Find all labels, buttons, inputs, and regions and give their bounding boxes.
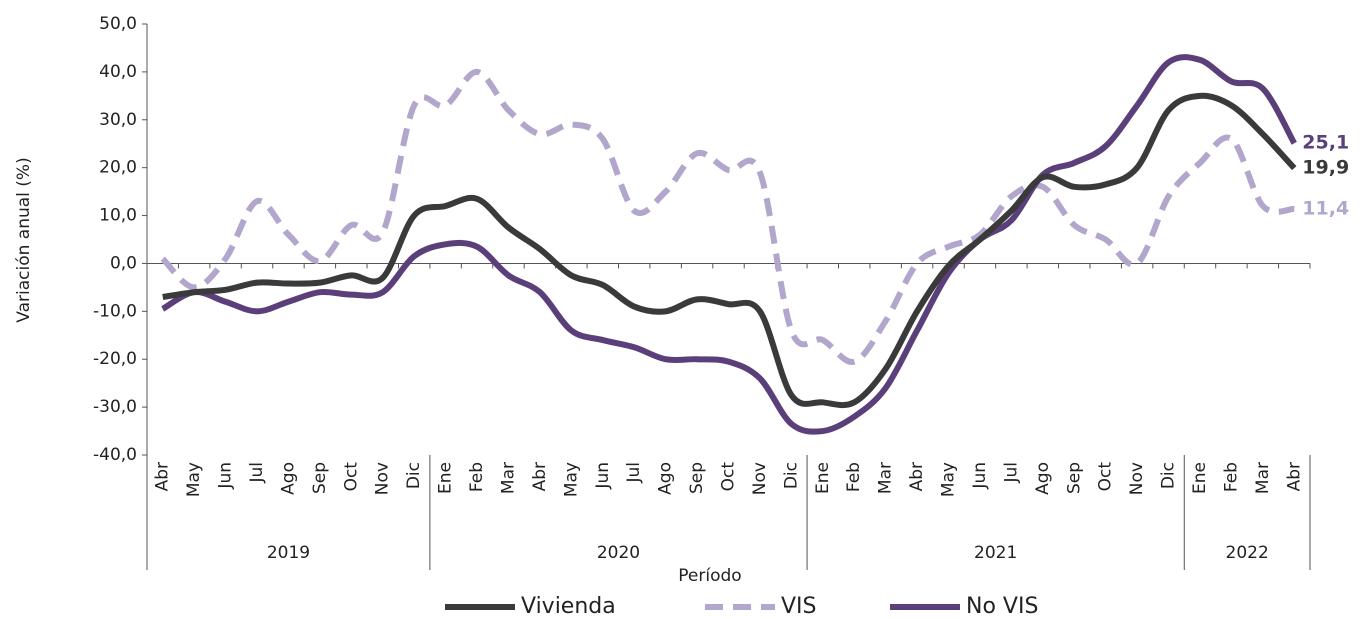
series-line <box>162 92 1297 409</box>
x-tick-label: Feb <box>844 462 864 492</box>
x-tick-label: Mar <box>876 462 896 494</box>
year-label: 2022 <box>1226 543 1269 563</box>
y-tick-label: 0,0 <box>110 253 137 273</box>
x-axis-label: Período <box>678 566 741 586</box>
end-label: 25,1 <box>1302 132 1349 154</box>
x-tick-label: Ago <box>656 462 676 495</box>
x-tick-label: Ago <box>278 462 298 495</box>
x-tick-label: Abr <box>907 462 927 491</box>
y-axis-label: Variación anual (%) <box>14 157 34 322</box>
series-line <box>160 68 1295 365</box>
x-tick-label: Sep <box>687 462 707 494</box>
y-tick-label: -30,0 <box>93 397 137 417</box>
series-line <box>161 54 1297 435</box>
x-tick-label: Ene <box>436 462 456 494</box>
x-tick-label: Dic <box>404 462 424 489</box>
y-tick-label: 30,0 <box>99 110 137 130</box>
x-tick-label: Ene <box>813 462 833 494</box>
y-tick-label: 20,0 <box>99 158 137 178</box>
x-tick-label: Oct <box>719 462 739 492</box>
legend-label: No VIS <box>966 594 1038 619</box>
year-label: 2020 <box>597 543 640 563</box>
x-tick-label: Feb <box>467 462 487 492</box>
x-tick-label: Jul <box>1001 462 1021 484</box>
legend-label: Vivienda <box>521 594 616 619</box>
x-tick-label: Sep <box>1064 462 1084 494</box>
x-tick-label: Oct <box>1096 462 1116 492</box>
y-tick-label: 10,0 <box>99 206 137 226</box>
x-tick-label: Mar <box>1253 462 1273 494</box>
end-label: 11,4 <box>1302 197 1349 219</box>
y-tick-label: -20,0 <box>93 349 137 369</box>
x-tick-label: Jul <box>247 462 267 484</box>
x-tick-label: Nov <box>750 462 770 495</box>
end-label: 19,9 <box>1302 157 1349 179</box>
y-tick-label: 50,0 <box>99 14 137 34</box>
year-label: 2021 <box>974 543 1017 563</box>
y-tick-label: 40,0 <box>99 62 137 82</box>
x-tick-label: Nov <box>373 462 393 495</box>
x-tick-label: May <box>561 462 581 497</box>
x-tick-label: Mar <box>498 462 518 494</box>
x-tick-label: Oct <box>341 462 361 492</box>
x-tick-label: Jun <box>216 462 236 490</box>
x-tick-label: Nov <box>1127 462 1147 495</box>
x-tick-label: Ene <box>1190 462 1210 494</box>
x-tick-label: Ago <box>1033 462 1053 495</box>
x-tick-label: Abr <box>1284 462 1304 491</box>
x-tick-label: Abr <box>153 462 173 491</box>
year-label: 2019 <box>267 543 310 563</box>
x-tick-label: Dic <box>781 462 801 489</box>
x-tick-label: Abr <box>530 462 550 491</box>
legend-label: VIS <box>781 594 817 619</box>
y-tick-label: -10,0 <box>93 301 137 321</box>
x-tick-label: Dic <box>1159 462 1179 489</box>
x-tick-label: Jun <box>970 462 990 490</box>
y-tick-label: -40,0 <box>93 445 137 465</box>
x-tick-label: Jun <box>593 462 613 490</box>
x-tick-label: Sep <box>310 462 330 494</box>
x-tick-label: May <box>939 462 959 497</box>
x-tick-label: May <box>184 462 204 497</box>
x-tick-label: Jul <box>624 462 644 484</box>
x-tick-label: Feb <box>1221 462 1241 492</box>
